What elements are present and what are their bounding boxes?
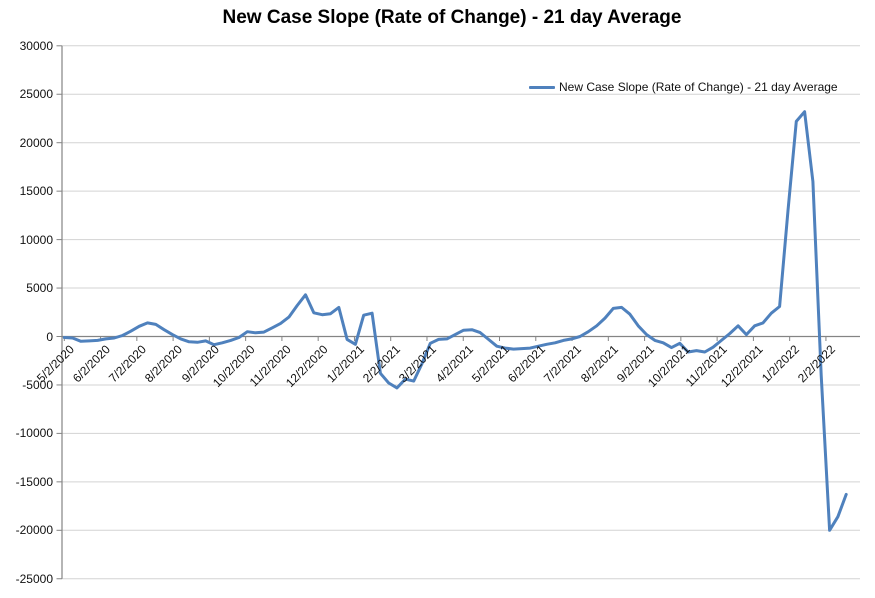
chart-legend[interactable]: New Case Slope (Rate of Change) - 21 day… [529, 80, 838, 94]
y-axis-tick-label: -25000 [15, 571, 53, 586]
y-axis-tick-label: 0 [46, 329, 53, 344]
series-line[interactable] [62, 110, 848, 532]
y-axis-tick-label: 20000 [19, 135, 53, 150]
y-axis-tick-label: 25000 [19, 87, 53, 102]
legend-series-label: New Case Slope (Rate of Change) - 21 day… [559, 80, 838, 94]
y-axis-tick-label: -5000 [22, 377, 53, 392]
y-axis-tick-label: -15000 [15, 474, 53, 489]
y-axis-tick-label: 15000 [19, 184, 53, 199]
legend-line-marker [529, 85, 555, 89]
chart-title[interactable]: New Case Slope (Rate of Change) - 21 day… [222, 7, 682, 28]
y-axis-tick-label: 10000 [19, 232, 53, 247]
y-axis-tick-label: 5000 [26, 281, 53, 296]
y-axis-tick-label: 30000 [19, 38, 53, 53]
y-axis-tick-label: -10000 [15, 426, 53, 441]
y-axis-tick-label: -20000 [15, 523, 53, 538]
